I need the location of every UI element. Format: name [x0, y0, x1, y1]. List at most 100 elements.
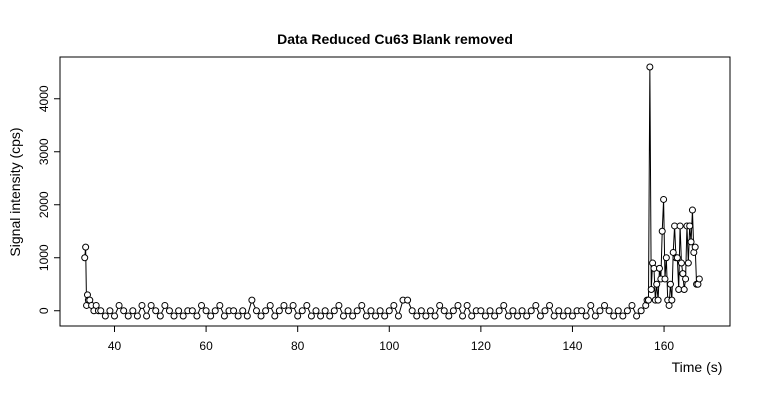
data-point: [673, 254, 681, 262]
data-point: [661, 275, 669, 283]
data-point: [110, 312, 118, 320]
data-point: [285, 307, 293, 315]
data-point: [152, 307, 160, 315]
data-point: [518, 307, 526, 315]
data-point: [165, 307, 173, 315]
y-tick-label: 2000: [37, 191, 51, 218]
data-point: [654, 296, 662, 304]
data-point: [546, 301, 554, 309]
data-point: [536, 312, 544, 320]
data-point: [330, 307, 338, 315]
data-point: [688, 206, 696, 214]
data-point: [660, 195, 668, 203]
data-point: [695, 275, 703, 283]
data-point: [491, 312, 499, 320]
data-point: [587, 301, 595, 309]
data-point: [404, 296, 412, 304]
data-point: [339, 312, 347, 320]
data-point: [605, 307, 613, 315]
data-point: [335, 301, 343, 309]
data-point: [426, 307, 434, 315]
data-point: [623, 307, 631, 315]
data-point: [321, 307, 329, 315]
data-point: [445, 312, 453, 320]
data-point: [666, 280, 674, 288]
data-point: [601, 301, 609, 309]
data-point: [504, 312, 512, 320]
data-point: [207, 312, 215, 320]
data-point: [220, 312, 228, 320]
data-point: [317, 312, 325, 320]
data-line: [84, 66, 700, 318]
data-point: [644, 296, 652, 304]
data-point: [669, 248, 677, 256]
data-point: [243, 312, 251, 320]
data-point: [514, 312, 522, 320]
data-point: [124, 312, 132, 320]
data-point: [454, 301, 462, 309]
data-point: [662, 254, 670, 262]
data-point: [234, 312, 242, 320]
data-point: [115, 301, 123, 309]
data-point: [344, 307, 352, 315]
data-point: [686, 222, 694, 230]
data-point: [289, 301, 297, 309]
data-point: [198, 301, 206, 309]
data-point: [294, 312, 302, 320]
data-point: [353, 307, 361, 315]
data-point: [679, 270, 687, 278]
data-point: [655, 264, 663, 272]
data-point: [129, 307, 137, 315]
data-point: [138, 301, 146, 309]
data-point: [417, 307, 425, 315]
data-point: [422, 312, 430, 320]
data-point: [147, 301, 155, 309]
data-point: [81, 254, 89, 262]
data-point: [550, 312, 558, 320]
data-point: [390, 301, 398, 309]
data-point: [431, 312, 439, 320]
data-point: [564, 307, 572, 315]
data-point: [463, 301, 471, 309]
data-point: [82, 243, 90, 251]
data-point: [668, 296, 676, 304]
data-point: [133, 312, 141, 320]
data-point: [120, 307, 128, 315]
data-point: [349, 312, 357, 320]
data-point: [541, 307, 549, 315]
data-point: [555, 307, 563, 315]
data-point: [647, 286, 655, 294]
data-point: [459, 312, 467, 320]
data-point: [252, 307, 260, 315]
data-point: [385, 307, 393, 315]
data-point: [358, 301, 366, 309]
data-point: [193, 312, 201, 320]
data-point: [468, 312, 476, 320]
data-point: [509, 307, 517, 315]
y-tick-label: 3000: [37, 138, 51, 165]
data-point: [257, 312, 265, 320]
x-tick-label: 120: [471, 339, 491, 353]
data-point: [676, 222, 684, 230]
x-tick-label: 100: [379, 339, 399, 353]
data-point: [436, 301, 444, 309]
chart-title: Data Reduced Cu63 Blank removed: [277, 31, 513, 47]
data-point: [394, 312, 402, 320]
data-point: [275, 307, 283, 315]
data-point: [596, 307, 604, 315]
data-point: [175, 307, 183, 315]
data-point: [188, 307, 196, 315]
data-point: [381, 312, 389, 320]
data-point: [559, 312, 567, 320]
data-point: [495, 307, 503, 315]
x-axis-label: Time (s): [672, 359, 723, 375]
data-point: [449, 307, 457, 315]
x-tick-label: 160: [654, 339, 674, 353]
data-point: [527, 307, 535, 315]
data-point: [582, 312, 590, 320]
data-point: [677, 259, 685, 267]
data-point: [262, 307, 270, 315]
data-point: [307, 312, 315, 320]
data-point: [680, 286, 688, 294]
x-tick-label: 40: [108, 339, 122, 353]
